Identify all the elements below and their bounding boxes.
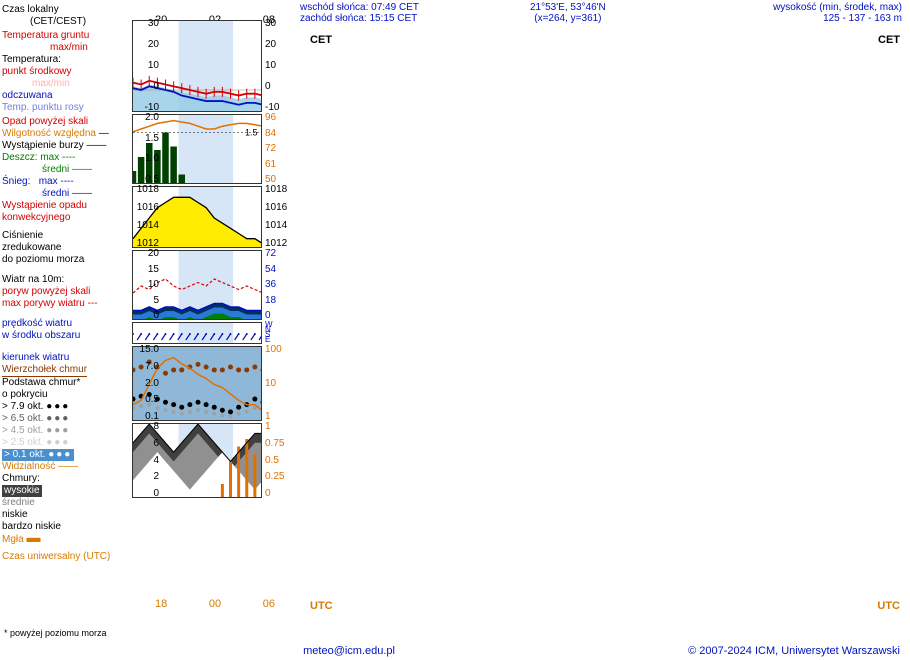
lbl-cisnienie: Ciśnienie: [2, 230, 132, 242]
lbl-bniskie: bardzo niskie: [2, 521, 132, 533]
lbl-deszcz-sredni: średni ——: [2, 164, 132, 176]
lbl-predkosc: prędkość wiatru: [2, 318, 132, 330]
lbl-punkt-srodkowy: punkt środkowy: [2, 66, 132, 78]
lbl-podstawa2: o pokryciu: [2, 389, 132, 401]
lbl-cisnienie3: do poziomu morza: [2, 254, 132, 266]
footer-copy: © 2007-2024 ICM, Uniwersytet Warszawski: [688, 645, 900, 657]
left-panel-pressure: 10181016101410121018101610141012: [132, 186, 292, 248]
lbl-wiatr10m: Wiatr na 10m:: [2, 274, 132, 286]
lbl-burza: Wystąpienie burzy ——: [2, 140, 132, 152]
lbl-snieg: Śnieg: max ----: [2, 176, 132, 188]
left-panel-cloud: 15.07.02.00.50.1100101: [132, 346, 292, 421]
lbl-poryw-skali: poryw powyżej skali: [2, 286, 132, 298]
left-panel-precip: 1.52.01.51.00.59684726150: [132, 114, 292, 184]
hdr-sunrise: wschód słońca: 07:49 CETzachód słońca: 1…: [300, 2, 419, 24]
lbl-okt65: > 6.5 okt. ●●●: [2, 413, 132, 425]
lbl-czas-lokalny-sub: (CET/CEST): [2, 16, 132, 28]
lbl-wilgotnosc: Wilgotność względna —: [2, 128, 132, 140]
cet-right: CET: [878, 34, 900, 46]
left-time-footer: 180006: [155, 598, 275, 610]
lbl-okt79: > 7.9 okt. ●●●: [2, 401, 132, 413]
cet-left: CET: [310, 34, 332, 46]
right-hour-header: [350, 38, 860, 48]
lbl-opad-skali: Opad powyżej skali: [2, 116, 132, 128]
lbl-temp-gruntu: Temperatura gruntu: [2, 30, 132, 42]
lbl-okt01: > 0.1 okt. ●●●: [2, 449, 74, 461]
lbl-chmury: Chmury:: [2, 473, 132, 485]
footnote: * powyżej poziomu morza: [4, 628, 107, 638]
lbl-maxmin: max/min: [2, 78, 132, 90]
lbl-temp-gruntu-sub: max/min: [2, 42, 132, 54]
left-panel-winddir: WNSE: [132, 322, 292, 344]
meteogram-page: Czas lokalny (CET/CEST) Temperatura grun…: [0, 0, 910, 660]
legend-column: Czas lokalny (CET/CEST) Temperatura grun…: [2, 0, 132, 563]
left-panel-temp: 3020100-103020100-10: [132, 20, 292, 112]
utc-right: UTC: [877, 600, 900, 612]
lbl-srednie: średnie: [2, 497, 132, 509]
lbl-czas-lokalny: Czas lokalny: [2, 4, 132, 16]
lbl-czas-utc: Czas uniwersalny (UTC): [2, 551, 132, 563]
lbl-widzialnosc: Widzialność ——: [2, 461, 132, 473]
lbl-okt25: > 2.5 okt. ●●●: [2, 437, 132, 449]
footer-email: meteo@icm.edu.pl: [303, 645, 395, 657]
lbl-niskie: niskie: [2, 509, 132, 521]
right-day-header: [350, 26, 860, 36]
lbl-temperatura: Temperatura:: [2, 54, 132, 66]
right-column: wschód słońca: 07:49 CETzachód słońca: 1…: [300, 0, 910, 660]
lbl-mgla: Mgła ▬: [2, 533, 132, 546]
lbl-opad-konw: Wystąpienie opadu: [2, 200, 132, 212]
lbl-predkosc2: w środku obszaru: [2, 330, 132, 342]
lbl-okt45: > 4.5 okt. ●●●: [2, 425, 132, 437]
lbl-wierzcholek: Wierzchołek chmur: [2, 364, 87, 377]
lbl-podstawa: Podstawa chmur*: [2, 377, 132, 389]
lbl-cisnienie2: zredukowane: [2, 242, 132, 254]
right-charts: [300, 50, 910, 134]
left-column: Czas lokalny (CET/CEST) Temperatura grun…: [0, 0, 300, 660]
lbl-wysokie: wysokie: [2, 485, 42, 497]
lbl-odczuwana: odczuwana: [2, 90, 132, 102]
left-panel-wind: 20151050725436180: [132, 250, 292, 320]
lbl-snieg-sredni: średni ——: [2, 188, 132, 200]
page-footer: meteo@icm.edu.pl © 2007-2024 ICM, Uniwer…: [0, 645, 910, 657]
right-panel-temp: [300, 50, 910, 132]
utc-left: UTC: [310, 600, 333, 612]
hdr-elev: wysokość (min, środek, max)125 - 137 - 1…: [773, 2, 902, 24]
hdr-coords: 21°53'E, 53°46'N(x=264, y=361): [530, 2, 606, 24]
lbl-opad-konw2: konwekcyjnego: [2, 212, 132, 224]
lbl-max-porywy: max porywy wiatru ---: [2, 298, 132, 310]
left-panel-oct: 8642010.750.50.250: [132, 423, 292, 498]
lbl-kierunek: kierunek wiatru: [2, 352, 132, 364]
lbl-rosy: Temp. punktu rosy: [2, 102, 132, 114]
lbl-deszcz: Deszcz: max ----: [2, 152, 132, 164]
left-charts: 3020100-103020100-10 1.52.01.51.00.59684…: [132, 20, 292, 500]
svg-text:1.5: 1.5: [245, 128, 258, 138]
